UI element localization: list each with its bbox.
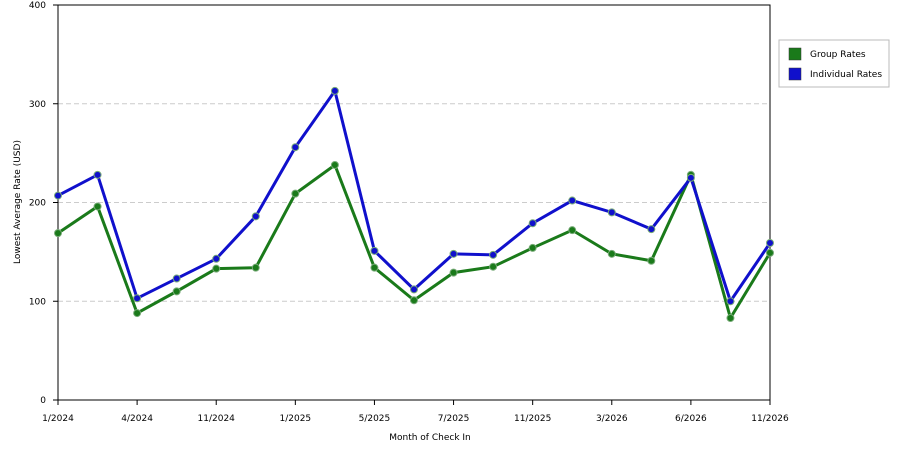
plot-frame: [57, 4, 771, 401]
data-point: [93, 170, 102, 179]
data-point: [449, 268, 458, 277]
data-point: [370, 246, 379, 255]
data-point: [489, 262, 498, 271]
x-tick-label: 6/2026: [675, 414, 707, 424]
data-point: [647, 256, 656, 265]
data-point: [370, 263, 379, 272]
data-point: [330, 160, 339, 169]
data-point: [568, 226, 577, 235]
legend-label: Individual Rates: [810, 70, 882, 80]
data-point: [291, 189, 300, 198]
data-point: [726, 297, 735, 306]
x-tick-label: 7/2025: [438, 414, 470, 424]
data-point: [54, 191, 62, 200]
data-point: [489, 250, 498, 259]
x-axis-label: Month of Check In: [389, 433, 471, 443]
data-point: [449, 249, 458, 258]
data-point: [212, 264, 221, 273]
y-tick-label: 300: [29, 100, 46, 110]
data-point: [410, 296, 418, 305]
data-point: [568, 196, 577, 205]
data-point: [607, 208, 616, 217]
data-point: [212, 254, 221, 263]
data-point: [410, 285, 418, 294]
data-point: [330, 86, 339, 95]
data-point: [133, 294, 142, 303]
data-point: [172, 287, 181, 296]
data-point: [93, 202, 102, 211]
data-point: [133, 309, 142, 318]
legend-swatch: [788, 47, 802, 61]
y-tick-label: 100: [29, 297, 46, 307]
series-line: [57, 87, 772, 305]
x-tick-label: 3/2026: [596, 414, 628, 424]
y-tick-label: 400: [29, 1, 46, 11]
y-tick-label: 200: [29, 199, 46, 209]
x-tick-label: 5/2025: [359, 414, 391, 424]
y-tick-label: 0: [40, 396, 46, 406]
x-tick-label: 1/2025: [279, 414, 311, 424]
data-point: [607, 249, 616, 258]
x-tick-label: 11/2026: [751, 414, 789, 424]
data-point: [766, 238, 774, 247]
x-tick-label: 4/2024: [121, 414, 153, 424]
x-tick-label: 11/2024: [198, 414, 236, 424]
data-point: [726, 314, 735, 323]
data-point: [172, 274, 181, 283]
data-point: [647, 225, 656, 234]
y-axis-label: Lowest Average Rate (USD): [13, 140, 23, 264]
data-point: [528, 243, 537, 252]
data-point: [686, 173, 695, 182]
data-point: [528, 219, 537, 228]
data-point: [251, 263, 260, 272]
data-point: [766, 248, 774, 257]
data-point: [291, 143, 300, 152]
series-line: [57, 162, 772, 322]
legend-swatch: [788, 67, 802, 81]
data-point: [251, 212, 260, 221]
x-tick-label: 11/2025: [514, 414, 551, 424]
legend-label: Group Rates: [810, 50, 866, 60]
data-point: [54, 229, 62, 238]
x-tick-label: 1/2024: [42, 414, 74, 424]
